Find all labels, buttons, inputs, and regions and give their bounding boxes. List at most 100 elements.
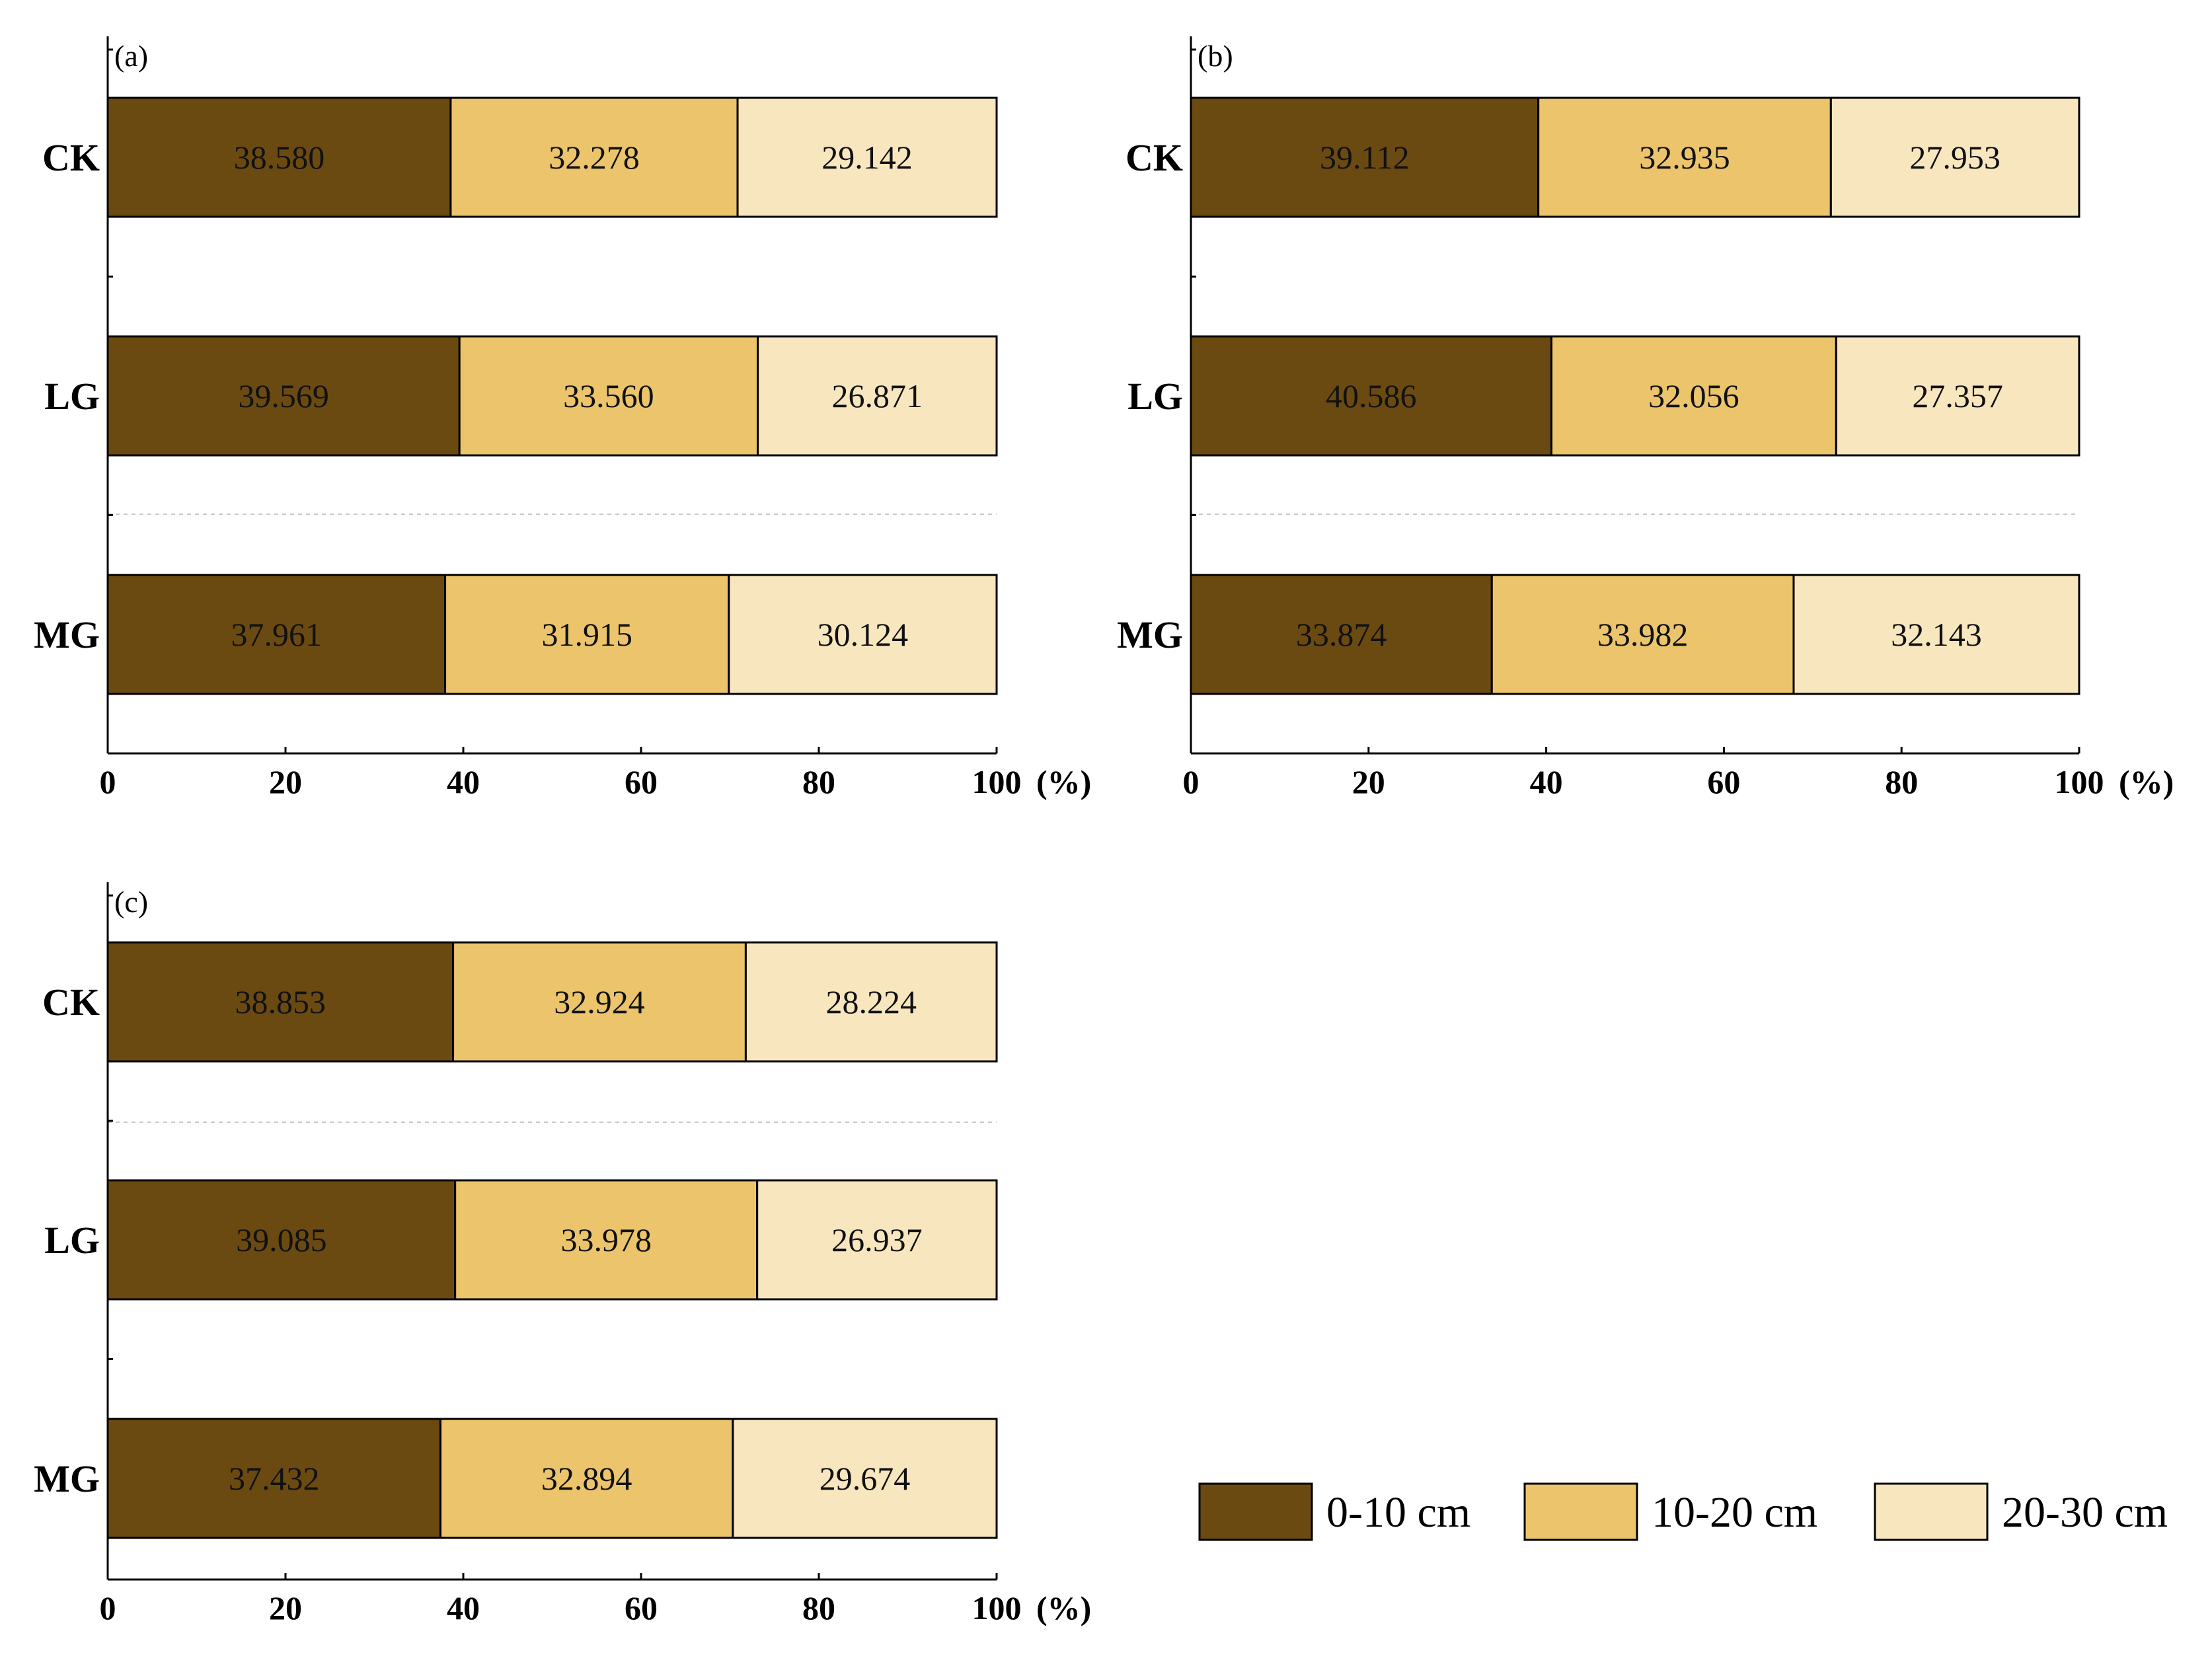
- legend-label: 20-30 cm: [2002, 1488, 2168, 1537]
- data-label: 38.580: [234, 139, 325, 176]
- bar-lg-series-3: [1835, 335, 2080, 457]
- bar-ck-series-1: [106, 941, 455, 1063]
- bar-mg-series-3: [732, 1418, 998, 1539]
- data-label: 37.961: [231, 616, 323, 653]
- data-label: 29.674: [820, 1460, 911, 1497]
- legend-item: 10-20 cm: [1523, 1482, 1817, 1541]
- data-label: 32.894: [541, 1460, 632, 1497]
- category-label: CK: [1125, 136, 1183, 179]
- data-label: 40.586: [1326, 377, 1417, 414]
- legend-swatch: [1523, 1482, 1638, 1541]
- panel-label: (a): [114, 39, 148, 73]
- data-label: 29.142: [821, 139, 913, 176]
- x-tick-label: 100: [972, 1589, 1022, 1626]
- data-label: 33.978: [560, 1221, 652, 1258]
- bar-mg-series-2: [1490, 574, 1795, 695]
- bar-lg-series-2: [454, 1179, 759, 1301]
- chart-panel-b: (b) 39.112 32.935 27.953 CK 40.586 32.056 27.35…: [1117, 36, 2174, 800]
- data-label: 32.143: [1891, 616, 1982, 653]
- bar-mg-series-2: [439, 1418, 734, 1539]
- data-label: 37.432: [229, 1460, 320, 1497]
- data-label: 32.935: [1639, 139, 1730, 176]
- data-label: 39.569: [238, 377, 329, 414]
- x-tick-label: 20: [269, 1589, 302, 1626]
- panel-label: (b): [1198, 39, 1233, 73]
- data-label: 27.357: [1912, 377, 2003, 414]
- data-label: 32.924: [554, 983, 645, 1020]
- data-label: 33.982: [1597, 616, 1689, 653]
- x-axis-unit: (%): [1036, 1589, 1091, 1626]
- data-label: 33.874: [1296, 616, 1387, 653]
- x-tick-label: 40: [1530, 763, 1563, 800]
- x-tick-label: 60: [625, 763, 658, 800]
- bar-lg-series-1: [106, 335, 461, 457]
- x-tick-label: 20: [1352, 763, 1385, 800]
- data-label: 26.871: [832, 377, 923, 414]
- data-label: 28.224: [825, 983, 917, 1020]
- bar-ck-series-1: [1190, 96, 1540, 218]
- data-label: 31.915: [541, 616, 632, 653]
- bar-ck-series-3: [736, 96, 998, 218]
- x-tick-label: 60: [1707, 763, 1740, 800]
- data-label: 38.853: [235, 983, 326, 1020]
- panel-label: (c): [114, 885, 148, 919]
- x-tick-label: 80: [802, 763, 835, 800]
- x-tick-label: 40: [447, 1589, 480, 1626]
- bar-ck-series-2: [452, 941, 747, 1063]
- x-tick-label: 80: [1885, 763, 1918, 800]
- x-tick-label: 80: [802, 1589, 835, 1626]
- category-label: LG: [1127, 375, 1183, 418]
- data-label: 32.278: [549, 139, 640, 176]
- bar-lg-series-3: [756, 1179, 998, 1301]
- legend-label: 0-10 cm: [1326, 1488, 1470, 1537]
- legend: 0-10 cm 10-20 cm 20-30 cm: [1198, 1482, 2168, 1541]
- category-label: MG: [34, 613, 100, 656]
- legend-item: 0-10 cm: [1198, 1482, 1470, 1541]
- legend-label: 10-20 cm: [1652, 1488, 1817, 1537]
- x-tick-label: 20: [269, 763, 302, 800]
- bar-ck-series-2: [1537, 96, 1832, 218]
- legend-swatch: [1198, 1482, 1313, 1541]
- bar-lg-series-2: [1550, 335, 1837, 457]
- bar-ck-series-1: [106, 96, 452, 218]
- x-tick-label: 100: [2055, 763, 2104, 800]
- x-tick-label: 100: [972, 763, 1022, 800]
- data-label: 30.124: [818, 616, 909, 653]
- category-label: MG: [34, 1457, 100, 1500]
- x-tick-label: 0: [100, 763, 116, 800]
- bar-mg-series-1: [1190, 574, 1493, 695]
- bar-lg-series-1: [106, 1179, 457, 1301]
- data-label: 39.085: [236, 1221, 327, 1258]
- x-axis-unit: (%): [1036, 763, 1091, 800]
- x-tick-label: 0: [1183, 763, 1200, 800]
- category-label: MG: [1117, 613, 1183, 656]
- data-label: 26.937: [831, 1221, 923, 1258]
- legend-item: 20-30 cm: [1874, 1482, 2168, 1541]
- data-label: 32.056: [1648, 377, 1739, 414]
- data-label: 33.560: [563, 377, 654, 414]
- bar-ck-series-3: [744, 941, 998, 1063]
- bar-lg-series-1: [1190, 335, 1552, 457]
- bar-mg-series-2: [444, 574, 730, 695]
- legend-swatch: [1874, 1482, 1989, 1541]
- x-tick-label: 0: [100, 1589, 116, 1626]
- bar-mg-series-1: [106, 574, 447, 695]
- bar-lg-series-2: [458, 335, 759, 457]
- category-label: LG: [44, 1219, 100, 1262]
- chart-panel-c: (c) 38.853 32.924 28.224 CK 39.085 33.978 26.93…: [34, 882, 1091, 1626]
- bar-ck-series-3: [1829, 96, 2080, 218]
- bar-ck-series-2: [449, 96, 739, 218]
- x-axis-unit: (%): [2119, 763, 2174, 800]
- x-tick-label: 40: [447, 763, 480, 800]
- bar-lg-series-3: [757, 335, 998, 457]
- data-label: 27.953: [1909, 139, 2001, 176]
- category-label: CK: [42, 981, 100, 1024]
- bar-mg-series-3: [728, 574, 998, 695]
- x-tick-label: 60: [625, 1589, 658, 1626]
- bar-mg-series-3: [1792, 574, 2080, 695]
- chart-panel-a: (a) 38.580 32.278 29.142 CK 39.569 33.560 26.87…: [34, 36, 1091, 800]
- category-label: CK: [42, 136, 100, 179]
- data-label: 39.112: [1320, 139, 1410, 176]
- category-label: LG: [44, 375, 100, 418]
